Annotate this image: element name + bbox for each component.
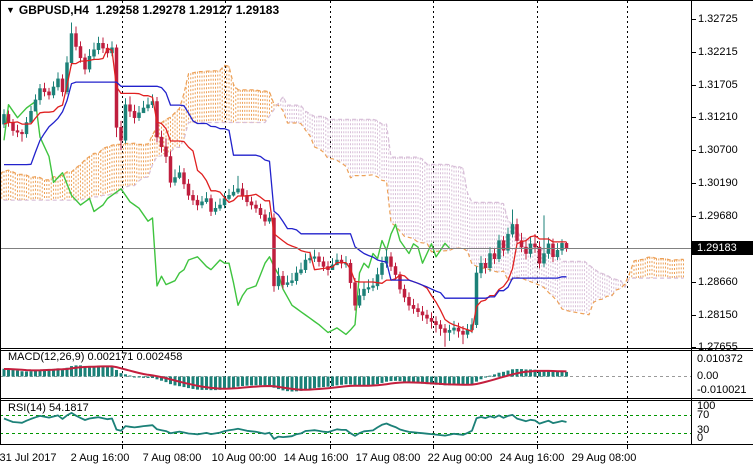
rsi-value: 54.1817 — [48, 402, 89, 414]
time-axis-label: 14 Aug 16:00 — [283, 452, 349, 464]
price-axis-label: 1.32725 — [698, 13, 738, 25]
price-axis-label: 1.30190 — [698, 177, 738, 189]
macd-main-value: 0.002171 — [87, 351, 134, 363]
time-axis-label: 10 Aug 00:00 — [211, 452, 277, 464]
time-axis-label: 31 Jul 2017 — [0, 452, 57, 464]
time-axis-label: 29 Aug 08:00 — [571, 452, 637, 464]
price-axis-label: 1.27655 — [698, 341, 738, 353]
grid-lines — [122, 1, 628, 449]
rsi-axis-label: 0 — [697, 432, 704, 444]
symbol-dropdown-icon[interactable]: ▼ — [6, 5, 15, 15]
chart-title: ▼ GBPUSD,H4 1.29258 1.29278 1.29127 1.291… — [6, 4, 279, 16]
macd-name: MACD(12,26,9) — [8, 351, 85, 363]
macd-indicator-label: MACD(12,26,9) 0.002171 0.002458 — [8, 351, 182, 363]
ohlc-values: 1.29258 1.29278 1.29127 1.29183 — [95, 3, 280, 17]
price-axis-label: 1.28660 — [698, 276, 738, 288]
tenkan-kijun-lines — [3, 47, 567, 333]
symbol-period-label: GBPUSD,H4 — [18, 3, 89, 17]
price-axis-label: 1.30700 — [698, 144, 738, 156]
time-axis-label: 24 Aug 16:00 — [499, 452, 565, 464]
rsi-axis-label: 30 — [697, 424, 710, 436]
rsi-axis-label: 100 — [697, 400, 716, 412]
price-axis-label: 1.28150 — [698, 309, 738, 321]
price-axis-label: 1.32215 — [698, 46, 738, 58]
macd-pane — [0, 365, 691, 392]
price-axis-label: 1.29680 — [698, 210, 738, 222]
time-axis-label: 2 Aug 16:00 — [70, 452, 130, 464]
macd-axis-label: 0.010372 — [697, 353, 743, 365]
current-price-badge: 1.29183 — [692, 241, 753, 255]
macd-signal-value: 0.002458 — [136, 351, 183, 363]
price-axis-label: 1.31705 — [698, 79, 738, 91]
rsi-indicator-label: RSI(14) 54.1817 — [8, 402, 89, 414]
rsi-name: RSI(14) — [8, 402, 46, 414]
time-axis-label: 17 Aug 08:00 — [355, 452, 421, 464]
time-axis-label: 7 Aug 08:00 — [142, 452, 202, 464]
rsi-pane — [0, 411, 691, 440]
rsi-axis-label: 70 — [697, 409, 710, 421]
macd-axis-label: 0.00 — [697, 370, 719, 382]
macd-axis-label: -0.010021 — [697, 384, 747, 396]
time-axis-label: 22 Aug 00:00 — [427, 452, 493, 464]
chikou-span-line — [3, 100, 451, 336]
price-axis-label: 1.31210 — [698, 111, 738, 123]
pane-frame — [0, 0, 753, 445]
